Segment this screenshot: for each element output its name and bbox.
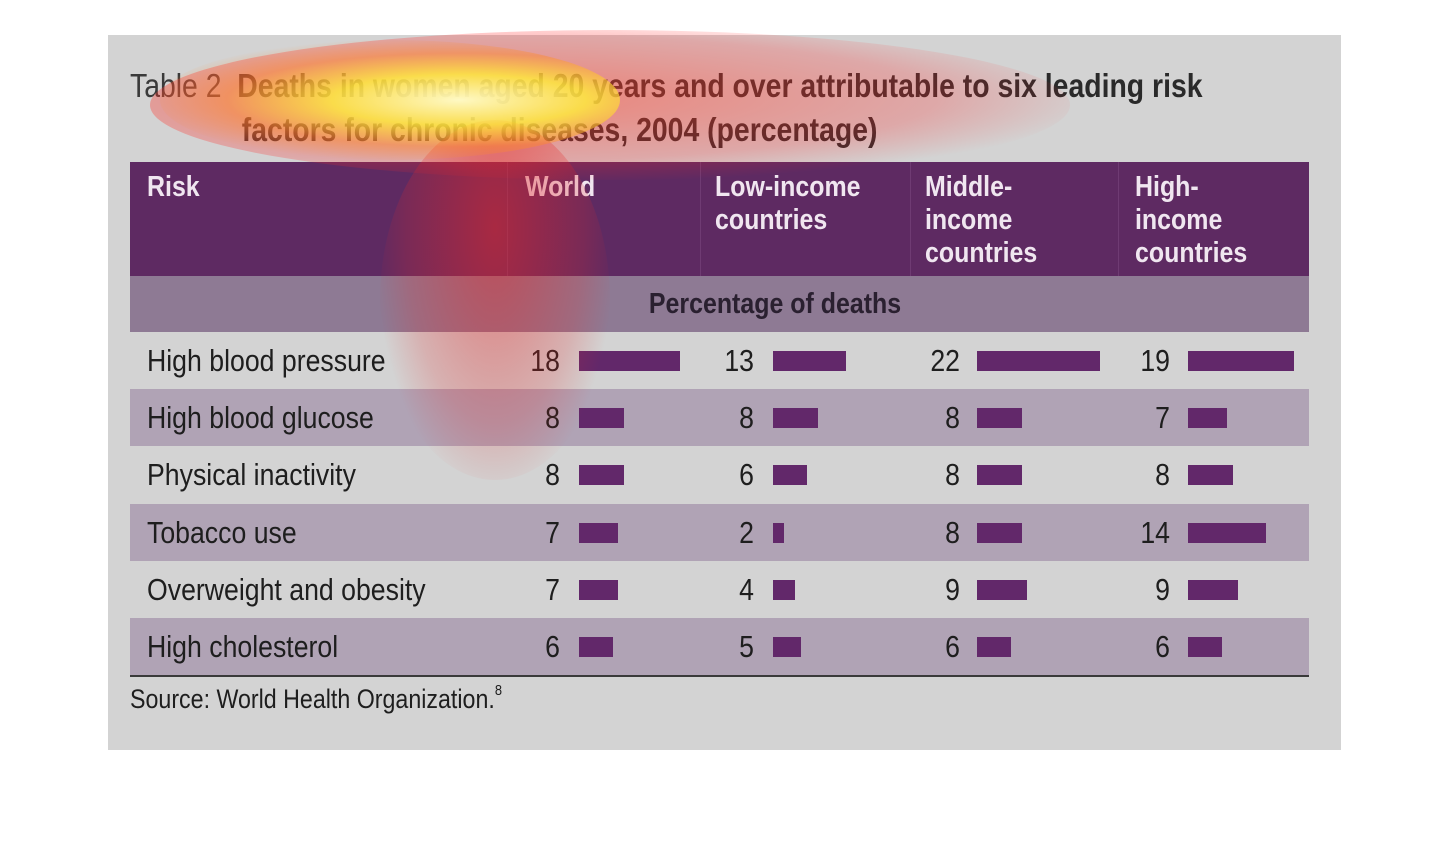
value-cell: 7	[545, 514, 560, 550]
header-divider	[700, 162, 701, 276]
value-cell: 7	[545, 571, 560, 607]
table-row: High cholesterol 6 5 6 6	[130, 618, 1309, 675]
value-cell: 8	[945, 514, 960, 550]
title-line-1: Deaths in women aged 20 years and over a…	[237, 67, 1203, 104]
subheader-row: Percentage of deaths	[130, 276, 1309, 332]
header-low-income: Low-income countries	[715, 171, 861, 236]
value-bar	[579, 351, 680, 371]
value-bar	[773, 465, 807, 486]
value-cell: 8	[945, 400, 960, 436]
row-label: High blood glucose	[147, 400, 374, 436]
table-row: Physical inactivity 8 6 8 8	[130, 446, 1309, 503]
value-cell: 8	[1155, 457, 1170, 493]
value-bar	[579, 465, 624, 486]
value-bar	[773, 351, 846, 371]
value-cell: 13	[724, 343, 754, 378]
header-divider	[1118, 162, 1119, 276]
table-row: Overweight and obesity 7 4 9 9	[130, 561, 1309, 618]
header-world: World	[525, 171, 596, 203]
value-bar	[773, 408, 818, 429]
table-title: Table 2 Deaths in women aged 20 years an…	[130, 64, 1203, 152]
subheader-label: Percentage of deaths	[648, 288, 902, 320]
value-bar	[977, 579, 1027, 600]
row-label: High blood pressure	[147, 343, 386, 378]
value-cell: 6	[545, 629, 560, 664]
value-cell: 2	[739, 514, 754, 550]
value-bar	[579, 522, 618, 543]
value-cell: 6	[739, 457, 754, 493]
value-bar	[1188, 522, 1266, 543]
value-bar	[1188, 351, 1294, 371]
header-risk: Risk	[147, 171, 200, 203]
value-bar	[1188, 637, 1222, 657]
source-text: Source: World Health Organization.	[130, 684, 495, 714]
value-cell: 6	[1155, 629, 1170, 664]
table-header: Risk World Low-income countries Middle- …	[130, 162, 1309, 276]
value-bar	[579, 579, 618, 600]
value-bar	[977, 351, 1100, 371]
value-cell: 14	[1140, 514, 1170, 550]
value-cell: 5	[739, 629, 754, 664]
value-cell: 8	[545, 457, 560, 493]
value-cell: 8	[545, 400, 560, 436]
value-bar	[977, 522, 1022, 543]
header-divider	[507, 162, 508, 276]
value-bar	[579, 408, 624, 429]
value-cell: 8	[945, 457, 960, 493]
value-bar	[1188, 465, 1233, 486]
value-cell: 8	[739, 400, 754, 436]
value-cell: 6	[945, 629, 960, 664]
table-number: Table 2	[130, 67, 222, 104]
value-cell: 18	[530, 343, 560, 378]
row-label: Overweight and obesity	[147, 571, 426, 607]
table-row: High blood pressure 18 13 22 19	[130, 332, 1309, 389]
value-cell: 19	[1140, 343, 1170, 378]
header-divider	[910, 162, 911, 276]
header-high-income: High- income countries	[1135, 171, 1248, 269]
value-bar	[977, 637, 1011, 657]
value-bar	[977, 408, 1022, 429]
table-row: High blood glucose 8 8 8 7	[130, 389, 1309, 447]
source-note: Source: World Health Organization.8	[130, 682, 503, 715]
value-bar	[773, 579, 795, 600]
value-cell: 4	[739, 571, 754, 607]
value-cell: 9	[1155, 571, 1170, 607]
value-cell: 22	[930, 343, 960, 378]
row-label: Physical inactivity	[147, 457, 356, 493]
value-bar	[977, 465, 1022, 486]
value-cell: 9	[945, 571, 960, 607]
table-row: Tobacco use 7 2 8 14	[130, 503, 1309, 561]
value-bar	[579, 637, 613, 657]
source-footnote: 8	[494, 682, 503, 699]
header-middle-income: Middle- income countries	[925, 171, 1038, 269]
value-bar	[1188, 408, 1227, 429]
table-bottom-rule	[130, 675, 1309, 677]
value-cell: 7	[1155, 400, 1170, 436]
row-label: High cholesterol	[147, 629, 339, 664]
value-bar	[773, 637, 801, 657]
value-bar	[773, 522, 784, 543]
row-label: Tobacco use	[147, 514, 297, 550]
value-bar	[1188, 579, 1238, 600]
title-line-2: factors for chronic diseases, 2004 (perc…	[241, 111, 878, 148]
